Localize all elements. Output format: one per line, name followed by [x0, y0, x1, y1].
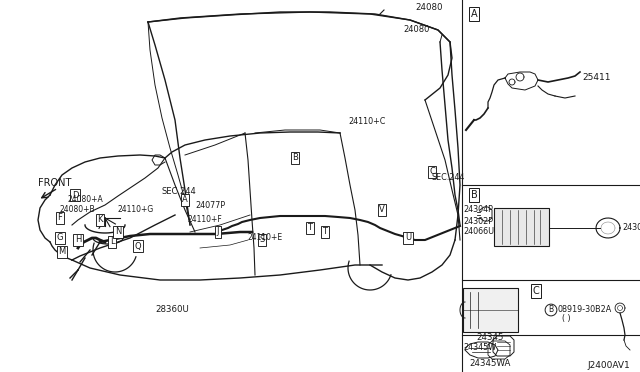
- Text: 24080: 24080: [404, 26, 430, 35]
- Text: V: V: [379, 205, 385, 215]
- Text: N: N: [115, 228, 121, 237]
- Text: 24304P: 24304P: [463, 205, 493, 215]
- Text: 24080+A: 24080+A: [68, 196, 104, 205]
- Text: 24110+C: 24110+C: [348, 118, 385, 126]
- Text: T: T: [307, 224, 312, 232]
- Text: C: C: [532, 286, 540, 296]
- Text: 08919-30B2A: 08919-30B2A: [558, 305, 612, 314]
- Text: J2400AV1: J2400AV1: [587, 360, 630, 369]
- Text: SEC.244: SEC.244: [162, 187, 196, 196]
- Text: SEC.244: SEC.244: [432, 173, 465, 183]
- Text: M: M: [58, 247, 66, 257]
- Text: 24345: 24345: [476, 333, 504, 341]
- Text: G: G: [57, 234, 63, 243]
- Text: U: U: [405, 234, 411, 243]
- Text: B: B: [292, 154, 298, 163]
- Text: S: S: [259, 235, 264, 244]
- Text: 24110+F: 24110+F: [188, 215, 223, 224]
- Text: 24066U: 24066U: [463, 227, 494, 235]
- Text: ( ): ( ): [562, 314, 571, 323]
- Text: Q: Q: [134, 241, 141, 250]
- Text: H: H: [75, 235, 81, 244]
- Text: D: D: [72, 190, 78, 199]
- Text: 28360U: 28360U: [155, 305, 189, 314]
- Text: K: K: [97, 215, 103, 224]
- Text: F: F: [58, 214, 63, 222]
- Text: 24110+G: 24110+G: [118, 205, 154, 215]
- Text: 25411: 25411: [582, 74, 611, 83]
- Text: A: A: [182, 196, 188, 205]
- Text: B: B: [470, 190, 477, 200]
- Text: 24080+B: 24080+B: [60, 205, 95, 215]
- Bar: [494, 208, 549, 246]
- Text: 24345WA: 24345WA: [469, 359, 511, 368]
- Text: 24080: 24080: [415, 3, 442, 13]
- Text: L: L: [109, 237, 115, 247]
- Text: A: A: [470, 9, 477, 19]
- Text: 24077P: 24077P: [195, 201, 225, 209]
- Bar: [463, 288, 518, 332]
- Text: FRONT: FRONT: [38, 178, 72, 188]
- Text: C: C: [429, 167, 435, 176]
- Text: 24302P: 24302P: [463, 218, 493, 227]
- Text: 24345W: 24345W: [463, 343, 496, 352]
- Text: J: J: [217, 228, 220, 237]
- Text: 24304P: 24304P: [622, 224, 640, 232]
- Text: T: T: [323, 228, 328, 237]
- Text: B: B: [548, 305, 554, 314]
- Text: 24110+E: 24110+E: [248, 234, 283, 243]
